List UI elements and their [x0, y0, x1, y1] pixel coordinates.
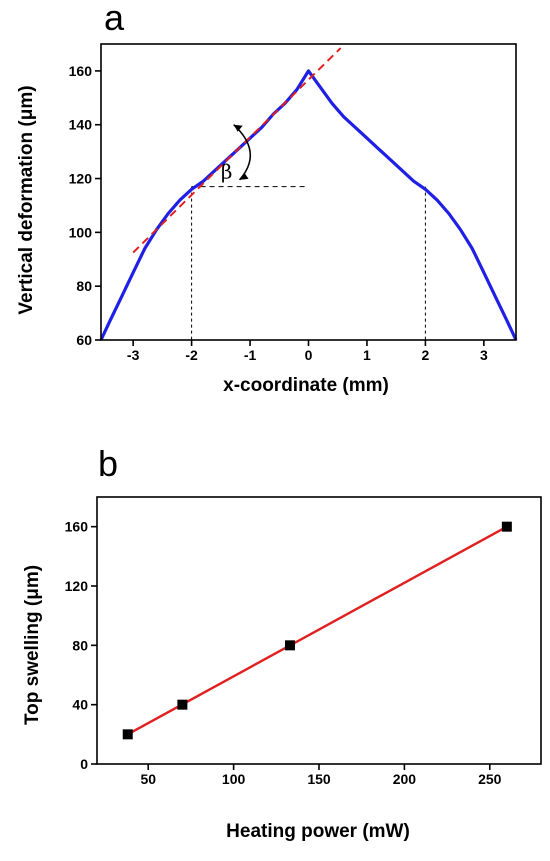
panel-b-ytick-label: 120 — [65, 578, 89, 594]
panel-b-xtick-label: 150 — [307, 771, 331, 787]
panel-a-tangent-line — [132, 47, 342, 254]
panel-a-chart: a -3 -2 -1 0 1 2 3 60 80 100 120 140 160 x-coordinat… — [16, 0, 518, 396]
panel-a-ytick-label: 60 — [76, 332, 92, 348]
panel-a-xtick-label: -2 — [185, 347, 198, 363]
panel-b-xtick-label: 250 — [478, 771, 502, 787]
panel-b-xlabel: Heating power (mW) — [226, 821, 410, 842]
panel-b-data-point — [284, 640, 295, 651]
panel-a-ytick-label: 100 — [69, 224, 93, 240]
panel-b-xtick-label: 50 — [140, 771, 156, 787]
panel-a-ytick-label: 140 — [69, 117, 93, 133]
panel-a-frame — [100, 43, 517, 341]
panel-a-xtick-label: 0 — [305, 347, 313, 363]
panel-b-data-point — [177, 699, 188, 710]
panel-a-ylabel: Vertical deformation (μm) — [16, 85, 37, 314]
panel-b-chart: b 50 100 150 200 250 0 40 80 120 160 Heating powe… — [22, 443, 542, 842]
panel-b-letter: b — [98, 443, 118, 484]
panel-a-angle-label: β — [221, 160, 233, 184]
panel-b-xtick-label: 100 — [222, 771, 246, 787]
panel-a-angle-arrowhead-bottom — [239, 172, 249, 180]
panel-a-angle-arrowhead-top — [233, 124, 243, 132]
panel-b-ytick-label: 80 — [72, 637, 88, 653]
panel-b-ytick-label: 40 — [72, 697, 88, 713]
panel-b-xtick-label: 200 — [393, 771, 417, 787]
panel-a-xtick-label: 2 — [422, 347, 430, 363]
panel-a-xlabel: x-coordinate (mm) — [223, 375, 389, 396]
panel-b-plot-area: 50 100 150 200 250 0 40 80 120 160 — [65, 496, 542, 787]
panel-b-fit-line — [127, 525, 508, 736]
panel-a-xtick-label: 1 — [363, 347, 371, 363]
panel-a-ytick-label: 80 — [76, 278, 92, 294]
panel-b-data-point — [122, 729, 133, 740]
panel-b-data-point — [501, 521, 512, 532]
panel-b-ylabel: Top swelling (μm) — [22, 565, 43, 725]
panel-a-curve — [99, 69, 518, 341]
panel-a-ytick-label: 160 — [69, 63, 93, 79]
panel-b-ytick-label: 0 — [80, 756, 88, 772]
panel-a-xtick-label: 3 — [480, 347, 488, 363]
panel-b-ytick-label: 160 — [65, 519, 89, 535]
panel-a-ytick-label: 120 — [69, 171, 93, 187]
panel-a-xtick-label: -1 — [244, 347, 257, 363]
panel-a-xtick-label: -3 — [127, 347, 140, 363]
panel-a-letter: a — [104, 0, 125, 38]
panel-a-plot-area: -3 -2 -1 0 1 2 3 60 80 100 120 140 160 — [69, 43, 518, 363]
